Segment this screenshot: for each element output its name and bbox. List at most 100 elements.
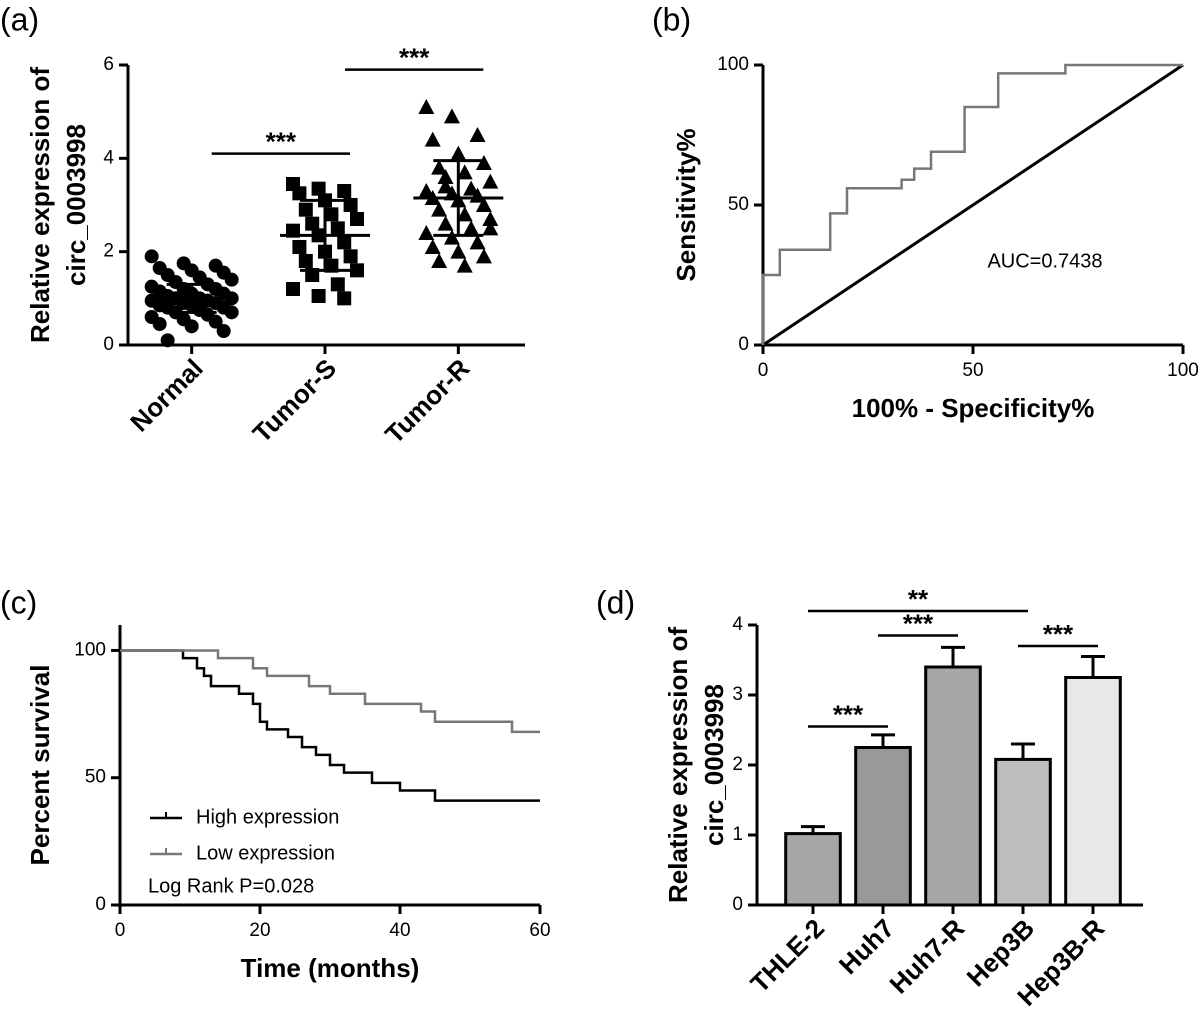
data-point (330, 221, 345, 236)
data-point (431, 253, 448, 268)
data-point (437, 215, 454, 231)
y-axis-title: Relative expression of (25, 67, 55, 343)
x-tick-label: 0 (758, 360, 769, 381)
data-point (482, 220, 499, 236)
bar (1064, 676, 1122, 907)
y-tick-label: 6 (103, 54, 114, 75)
data-point (311, 289, 326, 303)
y-axis-title: Sensitivity% (671, 128, 701, 281)
y-tick-label: 3 (732, 684, 743, 705)
y-tick-label: 4 (103, 147, 114, 168)
data-point (450, 145, 467, 161)
y-tick-label: 0 (103, 334, 114, 355)
data-point (324, 207, 339, 222)
x-tick-label: 50 (962, 360, 983, 381)
y-tick-label: 4 (732, 614, 743, 635)
panel-label: (d) (596, 584, 635, 620)
data-point (350, 263, 364, 278)
data-point (224, 272, 239, 287)
data-point (475, 197, 492, 212)
data-point (456, 257, 473, 273)
data-point (424, 239, 441, 254)
y-tick-label: 50 (85, 767, 106, 788)
panel-label: (a) (0, 1, 39, 37)
x-tick-label: Tumor-S (247, 353, 342, 448)
data-point (152, 317, 167, 331)
panel-label: (b) (652, 1, 691, 37)
significance-label: *** (266, 127, 297, 157)
data-point (337, 184, 352, 198)
x-tick-label: Huh7-R (884, 913, 971, 1000)
y-axis-title: circ_0003998 (61, 124, 91, 286)
data-point (330, 277, 345, 292)
significance-label: ** (908, 584, 929, 614)
data-point (456, 164, 473, 180)
legend-label: Low expression (196, 842, 335, 864)
bar (854, 746, 912, 907)
data-point (418, 183, 435, 198)
significance-label: *** (1043, 619, 1074, 649)
data-point (482, 211, 499, 226)
data-point (144, 249, 159, 264)
bar (784, 832, 842, 907)
legend-label: High expression (196, 806, 339, 828)
data-point (292, 186, 307, 201)
y-tick-label: 100 (74, 639, 106, 660)
data-point (350, 212, 364, 226)
data-point (482, 173, 499, 189)
x-tick-label: Tumor-R (379, 353, 476, 450)
annotation: AUC=0.7438 (987, 250, 1102, 272)
data-point (292, 240, 307, 254)
data-point (450, 243, 467, 259)
reference-line (762, 63, 1184, 347)
data-point (298, 254, 313, 268)
data-point (286, 282, 300, 296)
x-axis-title: Time (months) (241, 953, 420, 983)
data-point (298, 202, 313, 217)
data-point (463, 220, 480, 236)
data-point (337, 235, 352, 250)
y-tick-label: 50 (728, 194, 749, 215)
x-tick-label: Normal (124, 353, 209, 438)
data-point (216, 324, 231, 338)
x-tick-label: 100 (1167, 360, 1199, 381)
significance-label: *** (399, 43, 430, 73)
y-tick-label: 2 (103, 241, 114, 262)
data-point (337, 291, 352, 306)
data-point (469, 127, 486, 142)
y-axis-title: Relative expression of (663, 627, 693, 903)
data-point (343, 249, 358, 264)
data-point (208, 314, 223, 329)
data-point (443, 229, 460, 245)
bar (924, 665, 982, 907)
y-axis-title: circ_0003998 (699, 684, 729, 846)
x-tick-label: 60 (529, 920, 550, 941)
annotation: Log Rank P=0.028 (148, 875, 314, 897)
x-tick-label: 0 (115, 920, 126, 941)
panel-label: (c) (0, 584, 37, 620)
data-point (160, 333, 175, 348)
series-line (761, 63, 1183, 345)
data-point (184, 319, 199, 334)
x-tick-label: THLE-2 (745, 913, 831, 999)
y-tick-label: 0 (95, 894, 106, 915)
series-line (120, 649, 540, 734)
data-point (418, 99, 435, 114)
x-tick-label: 20 (249, 920, 270, 941)
bar (994, 757, 1052, 907)
y-tick-label: 0 (738, 334, 749, 355)
data-point (424, 131, 441, 147)
data-point (443, 108, 460, 124)
data-point (224, 305, 239, 320)
y-axis-title: Percent survival (25, 665, 55, 866)
data-point (431, 201, 448, 217)
data-point (418, 225, 435, 240)
significance-label: *** (833, 699, 864, 729)
data-point (456, 206, 473, 222)
data-point (305, 216, 320, 231)
series-line (120, 649, 540, 802)
y-tick-label: 2 (732, 754, 743, 775)
data-point (469, 234, 486, 250)
data-point (463, 180, 480, 196)
